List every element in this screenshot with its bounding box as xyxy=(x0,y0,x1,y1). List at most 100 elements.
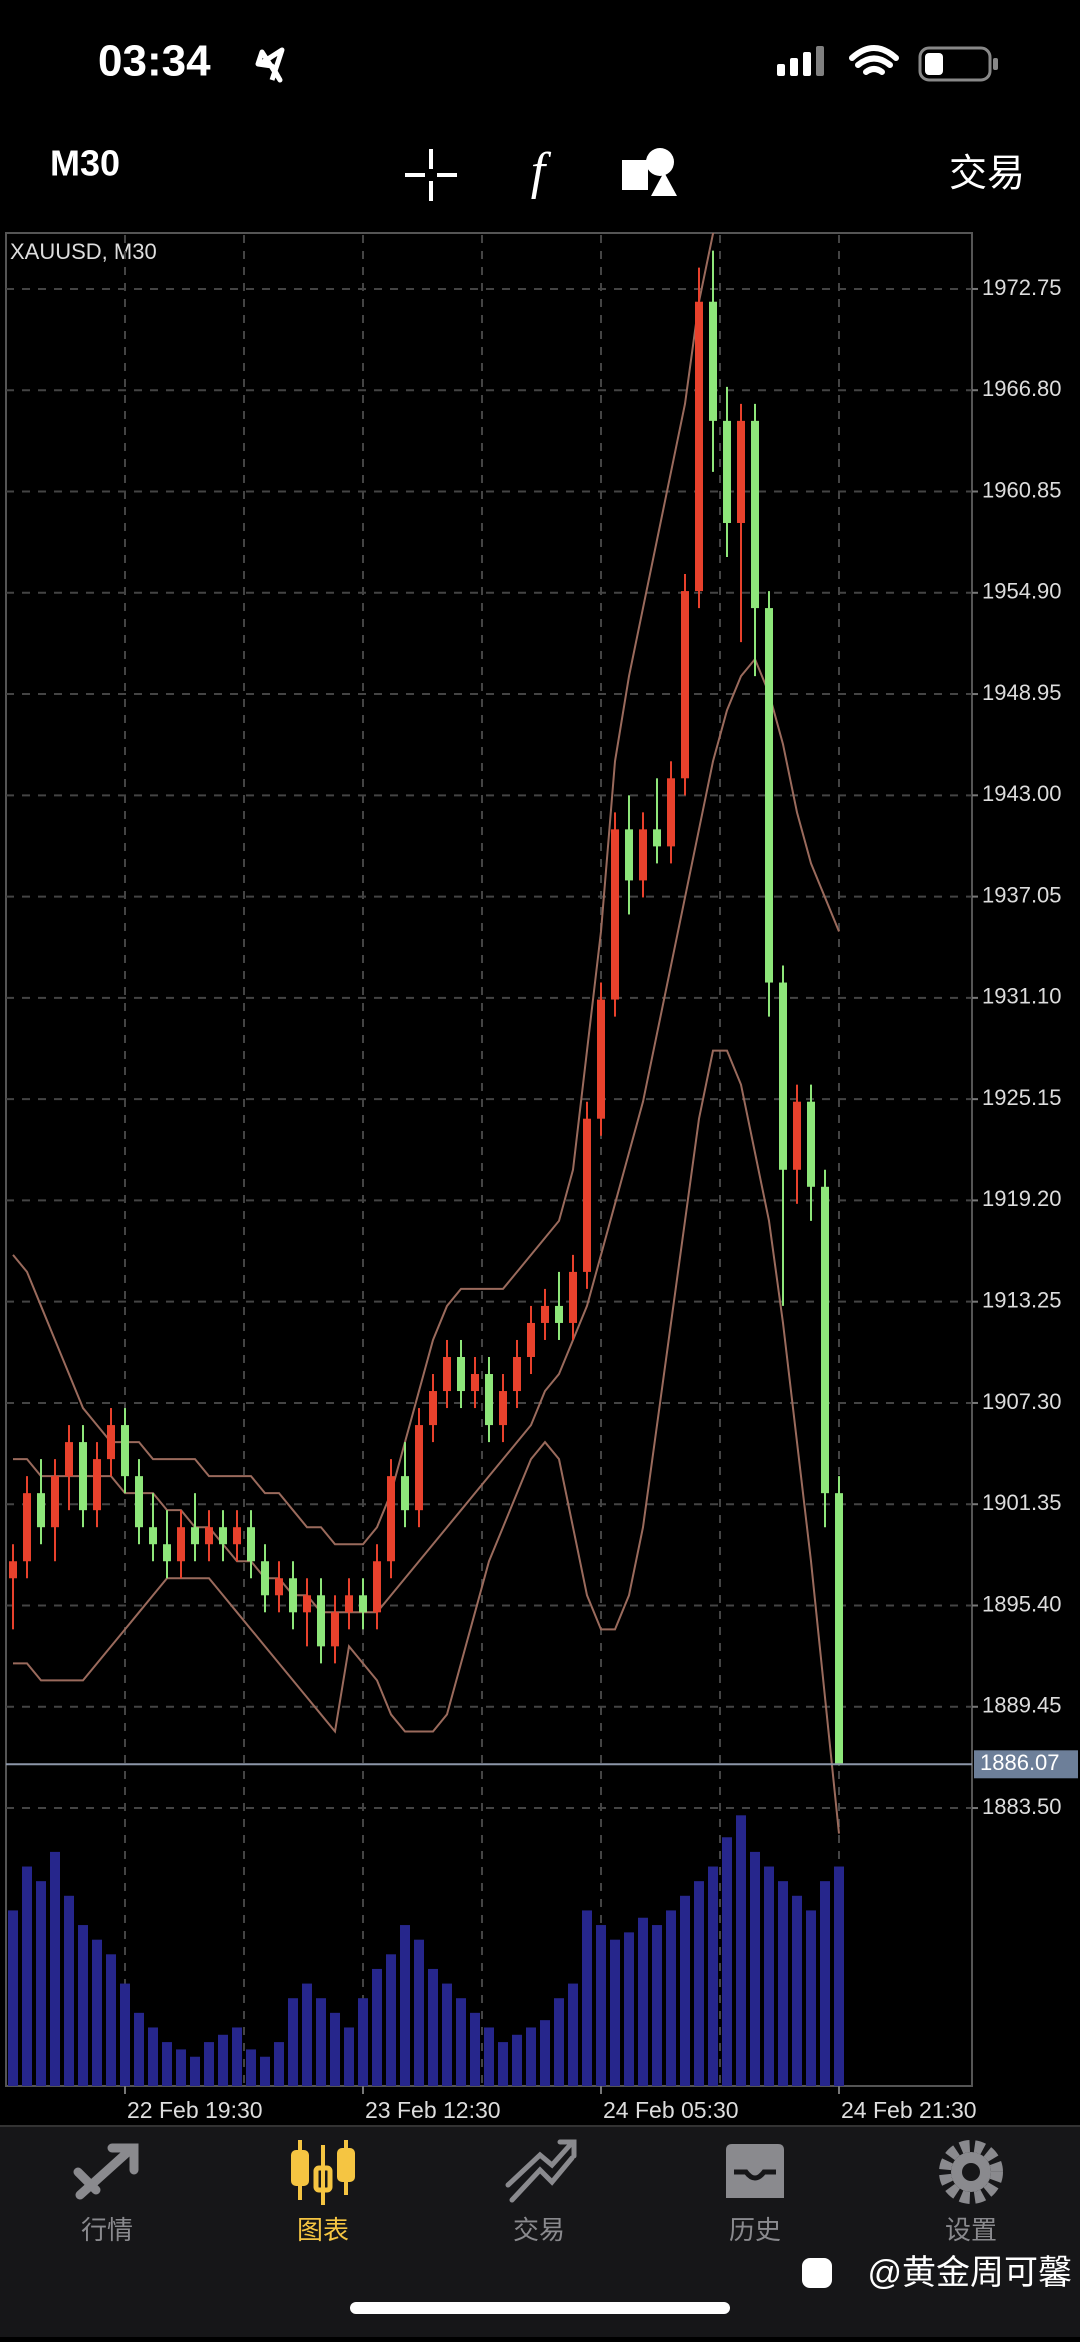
candle-body xyxy=(709,301,717,421)
battery-cap xyxy=(993,58,998,70)
y-tick-label: 1954.90 xyxy=(982,579,1062,604)
tab-settings[interactable]: 设置 xyxy=(939,2140,1003,2245)
y-tick-label: 1895.40 xyxy=(982,1591,1062,1616)
volume-bar xyxy=(736,1815,746,2086)
candle-body xyxy=(65,1442,73,1477)
y-tick-label: 1889.45 xyxy=(982,1693,1062,1718)
volume-bar xyxy=(134,2012,144,2086)
candle-body xyxy=(93,1459,101,1511)
candle-body xyxy=(37,1493,45,1528)
volume-bar xyxy=(792,1895,802,2086)
candle-body xyxy=(177,1527,185,1562)
candle-body xyxy=(807,1101,815,1187)
volume-bar xyxy=(414,1939,424,2086)
candle-body xyxy=(471,1374,479,1392)
candle-body xyxy=(163,1544,171,1562)
volume-bar xyxy=(120,1983,130,2086)
candle-body xyxy=(373,1561,381,1613)
volume-bar xyxy=(8,1910,18,2086)
y-tick-label: 1907.30 xyxy=(982,1389,1062,1414)
location-icon xyxy=(255,47,285,83)
volume-bar xyxy=(526,2027,536,2086)
candle-body xyxy=(695,301,703,592)
volume-bar xyxy=(638,1917,648,2086)
candle-body xyxy=(597,999,605,1119)
volume-bar xyxy=(344,2027,354,2086)
crosshair-button[interactable] xyxy=(405,149,457,201)
candle-body xyxy=(835,1493,843,1765)
tab-label: 历史 xyxy=(729,2215,781,2245)
candle-body xyxy=(233,1527,241,1545)
volume-bar xyxy=(512,2034,522,2086)
volume-bar xyxy=(22,1866,32,2086)
y-tick-label: 1960.85 xyxy=(982,477,1062,502)
candle-body xyxy=(513,1356,521,1392)
candle-body xyxy=(401,1476,409,1511)
candle-body xyxy=(205,1527,213,1545)
y-tick-label: 1931.10 xyxy=(982,984,1062,1009)
y-tick-label: 1901.35 xyxy=(982,1490,1062,1515)
candle-body xyxy=(107,1425,115,1460)
volume-bar xyxy=(372,1968,382,2086)
volume-bar xyxy=(232,2027,242,2086)
tab-chart[interactable]: 图表 xyxy=(291,2140,355,2245)
volume-bar xyxy=(554,1998,564,2086)
candle-body xyxy=(499,1391,507,1426)
battery-icon xyxy=(918,46,992,82)
band-upper xyxy=(12,233,715,1546)
volume-bar xyxy=(582,1910,592,2086)
volume-bar xyxy=(358,1998,368,2086)
volume-bar xyxy=(470,2012,480,2086)
watermark-logo xyxy=(802,2258,832,2288)
volume-bar xyxy=(624,1932,634,2086)
candle-body xyxy=(625,829,633,881)
wifi-icon xyxy=(849,45,899,75)
candle-body xyxy=(779,982,787,1170)
x-tick-label: 23 Feb 12:30 xyxy=(365,2097,501,2123)
volume-bar xyxy=(400,1925,410,2086)
volume-bar xyxy=(274,2042,284,2086)
plot xyxy=(8,233,844,2086)
y-tick-label: 1948.95 xyxy=(982,680,1062,705)
candle-body xyxy=(121,1425,129,1477)
volume-bar xyxy=(764,1866,774,2086)
volume-bar xyxy=(218,2034,228,2086)
current-price-label: 1886.07 xyxy=(980,1750,1060,1775)
volume-bar xyxy=(64,1895,74,2086)
candle-body xyxy=(331,1612,339,1647)
current-price-box xyxy=(974,1750,1078,1779)
tab-bar xyxy=(0,2126,1080,2337)
timeframe-button[interactable]: M30 xyxy=(50,143,120,184)
candle-body xyxy=(149,1527,157,1545)
volume-bar xyxy=(162,2042,172,2086)
candle-body xyxy=(667,778,675,847)
tab-trade[interactable]: 交易 xyxy=(505,2139,577,2245)
chart: XAUUSD, M30 1972.75 1966.80 1960.85 1954.90… xyxy=(5,232,1078,2123)
candle-body xyxy=(485,1374,493,1426)
volume-bar xyxy=(36,1881,46,2086)
y-tick-label: 1972.75 xyxy=(982,275,1062,300)
band-lower xyxy=(13,1049,840,1834)
tab-history[interactable]: 历史 xyxy=(726,2144,784,2245)
volume-bar xyxy=(246,2049,256,2086)
volume-bar xyxy=(442,1983,452,2086)
objects-button[interactable] xyxy=(622,148,677,196)
tab-quotes[interactable]: 行情 xyxy=(73,2143,139,2245)
volume-bar xyxy=(148,2027,158,2086)
y-tick-label: 1913.25 xyxy=(982,1287,1062,1312)
volume-bar xyxy=(106,1954,116,2086)
volume-bar xyxy=(78,1925,88,2086)
candle-body xyxy=(261,1561,269,1596)
candle-body xyxy=(793,1101,801,1170)
volume-bar xyxy=(498,2042,508,2086)
candle-body xyxy=(723,420,731,523)
tab-label: 行情 xyxy=(81,2215,133,2245)
volume-bar xyxy=(806,1910,816,2086)
trade-button[interactable]: 交易 xyxy=(949,153,1025,195)
volume-bar xyxy=(834,1866,844,2086)
volume-bar xyxy=(92,1939,102,2086)
volume-bar xyxy=(50,1851,60,2086)
volume-bar xyxy=(260,2056,270,2086)
